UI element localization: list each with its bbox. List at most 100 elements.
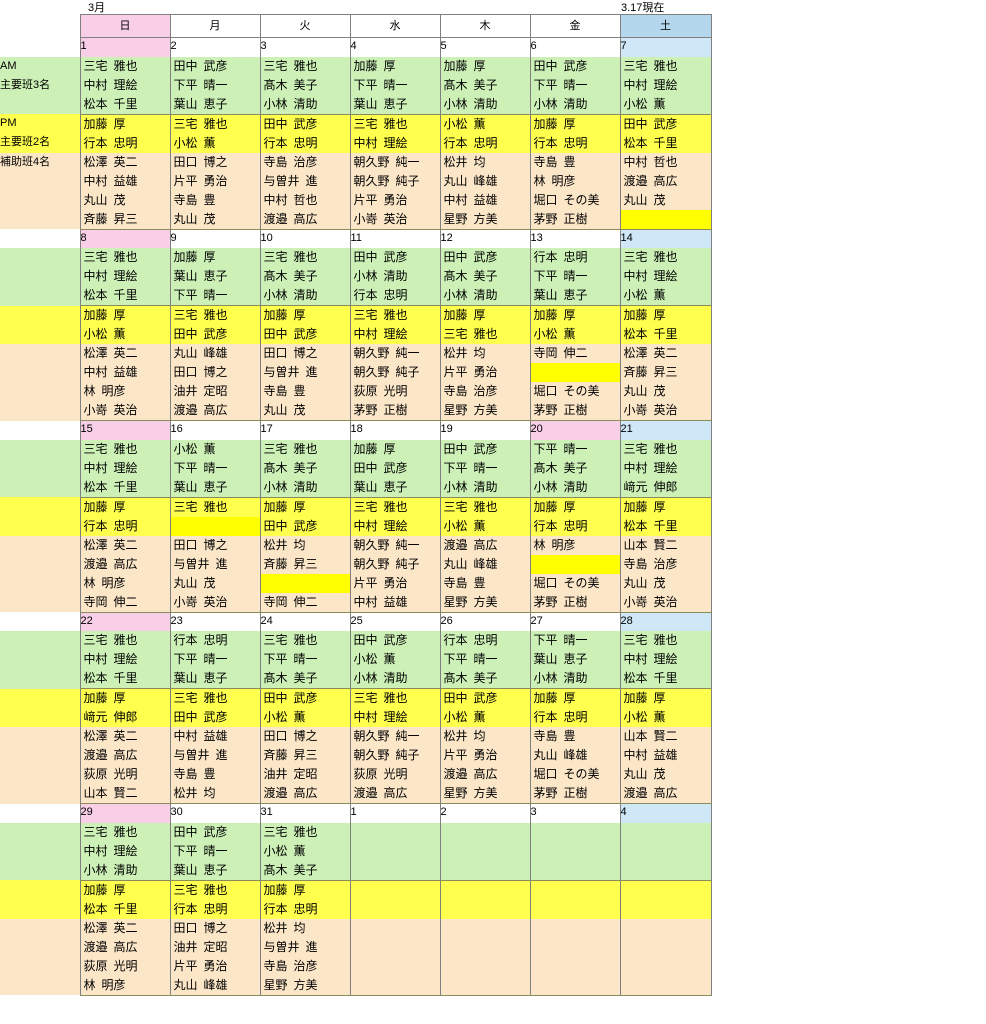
aux-shift-cell[interactable]: 松井均斉藤 昇三 寺岡 伸二	[259, 535, 351, 613]
pm-shift-cell[interactable]: 三宅 雅也 小松薫	[439, 497, 531, 536]
aux-shift-cell[interactable]: 松井均片平 勇治 寺島 治彦 星野 方美	[439, 344, 531, 421]
pm-shift-cell[interactable]: 加藤厚行本 忠明	[529, 497, 621, 536]
aux-shift-cell[interactable]: 朝久野 純一 朝久野 純子 荻原 光明 渡邉 高広	[349, 727, 441, 804]
date-number[interactable]: 25	[349, 611, 441, 631]
am-shift-cell[interactable]: 三宅 雅也 中村 理絵 松本 千里	[619, 631, 712, 689]
date-number[interactable]: 2	[169, 37, 261, 57]
date-number[interactable]: 20	[529, 420, 621, 440]
am-shift-cell[interactable]: 加藤厚田中 武彦 葉山 恵子	[349, 439, 441, 498]
date-number[interactable]: 27	[529, 611, 621, 631]
date-number[interactable]: 17	[259, 420, 351, 440]
date-number[interactable]: 19	[439, 420, 531, 440]
aux-shift-cell[interactable]: 寺島豊丸山 峰雄 堀口 その美 茅野 正樹	[529, 727, 621, 804]
date-number[interactable]: 28	[619, 611, 712, 631]
date-number[interactable]: 4	[619, 803, 712, 823]
date-number[interactable]: 6	[529, 37, 621, 57]
aux-shift-cell[interactable]	[349, 918, 441, 996]
aux-shift-cell[interactable]: 田口 博之 与曽井進丸山茂小嵜 英治	[169, 535, 261, 613]
am-shift-cell[interactable]: 三宅 雅也 中村 理絵 松本 千里	[79, 439, 171, 498]
date-number[interactable]: 30	[169, 803, 261, 823]
am-shift-cell[interactable]: 小松薫下平 晴一 葉山 恵子	[169, 439, 261, 498]
am-shift-cell[interactable]: 行本 忠明 下平 晴一 髙木 美子	[439, 631, 531, 689]
aux-shift-cell[interactable]: 朝久野 純一 朝久野 純子 片平 勇治 中村 益雄	[349, 535, 441, 613]
aux-shift-cell[interactable]: 中村 益雄 与曽井進寺島豊松井均	[169, 727, 261, 804]
pm-shift-cell[interactable]: 三宅 雅也 中村 理絵	[349, 497, 441, 536]
date-number[interactable]: 24	[259, 611, 351, 631]
am-shift-cell[interactable]: 三宅 雅也 髙木 美子 小林 清助	[259, 439, 351, 498]
aux-shift-cell[interactable]: 寺岡 伸二 堀口 その美 茅野 正樹	[529, 344, 621, 421]
pm-shift-cell[interactable]	[619, 880, 712, 919]
pm-shift-cell[interactable]	[349, 880, 441, 919]
am-shift-cell[interactable]: 三宅 雅也 髙木 美子 小林 清助	[259, 56, 351, 115]
aux-shift-cell[interactable]: 田口 博之 油井 定昭 片平 勇治 丸山 峰雄	[169, 918, 261, 996]
aux-shift-cell[interactable]: 田口 博之 斉藤 昇三 油井 定昭 渡邉 高広	[259, 727, 351, 804]
am-shift-cell[interactable]	[529, 822, 621, 881]
am-shift-cell[interactable]: 行本 忠明 下平 晴一 葉山 恵子	[529, 248, 621, 306]
aux-shift-cell[interactable]: 松澤 英二 中村 益雄 丸山茂斉藤 昇三	[79, 152, 171, 230]
am-shift-cell[interactable]: 三宅 雅也 中村 理絵 松本 千里	[79, 248, 171, 306]
date-number[interactable]: 3	[259, 37, 351, 57]
aux-shift-cell[interactable]: 松澤 英二 中村 益雄林明彦 小嵜 英治	[79, 344, 171, 421]
am-shift-cell[interactable]: 三宅 雅也 小松薫髙木 美子	[259, 822, 351, 881]
date-number[interactable]: 10	[259, 228, 351, 248]
aux-shift-cell[interactable]: 朝久野 純一 朝久野 純子 荻原 光明 茅野 正樹	[349, 344, 441, 421]
pm-shift-cell[interactable]: 加藤厚三宅 雅也	[439, 305, 531, 344]
aux-shift-cell[interactable]: 林明彦 堀口 その美 茅野 正樹	[529, 535, 621, 613]
am-shift-cell[interactable]: 田中 武彦 下平 晴一 葉山 恵子	[169, 56, 261, 115]
aux-shift-cell[interactable]: 田口 博之 与曽井進寺島豊丸山茂	[259, 344, 351, 421]
am-shift-cell[interactable]	[349, 822, 441, 881]
pm-shift-cell[interactable]: 三宅 雅也 田中 武彦	[169, 688, 261, 727]
pm-shift-cell[interactable]: 三宅 雅也 行本 忠明	[169, 880, 261, 919]
am-shift-cell[interactable]	[619, 822, 712, 881]
date-number[interactable]: 7	[619, 37, 712, 57]
pm-shift-cell[interactable]: 三宅 雅也 田中 武彦	[169, 305, 261, 344]
pm-shift-cell[interactable]: 加藤厚小松薫	[529, 305, 621, 344]
date-number[interactable]: 14	[619, 228, 712, 248]
date-number[interactable]: 22	[79, 611, 171, 631]
aux-shift-cell[interactable]: 松澤 英二 渡邉 高広林明彦 寺岡 伸二	[79, 535, 171, 613]
date-number[interactable]: 3	[529, 803, 621, 823]
pm-shift-cell[interactable]: 三宅 雅也	[169, 497, 261, 536]
date-number[interactable]: 21	[619, 420, 712, 440]
am-shift-cell[interactable]: 田中 武彦 下平 晴一 葉山 恵子	[169, 822, 261, 881]
am-shift-cell[interactable]: 田中 武彦 下平 晴一 小林 清助	[439, 439, 531, 498]
aux-shift-cell[interactable]: 松井均片平 勇治 渡邉 高広 星野 方美	[439, 727, 531, 804]
date-number[interactable]: 1	[79, 37, 171, 57]
am-shift-cell[interactable]: 加藤厚下平 晴一 葉山 恵子	[349, 56, 441, 115]
pm-shift-cell[interactable]: 田中 武彦 松本 千里	[619, 114, 712, 153]
aux-shift-cell[interactable]: 松澤 英二 渡邉 高広 荻原 光明林明彦	[79, 918, 171, 996]
date-number[interactable]: 15	[79, 420, 171, 440]
am-shift-cell[interactable]: 三宅 雅也 中村 理絵 松本 千里	[79, 56, 171, 115]
am-shift-cell[interactable]: 三宅 雅也 下平 晴一 髙木 美子	[259, 631, 351, 689]
pm-shift-cell[interactable]: 三宅 雅也 中村 理絵	[349, 688, 441, 727]
date-number[interactable]: 29	[79, 803, 171, 823]
pm-shift-cell[interactable]: 加藤厚松本 千里	[619, 305, 712, 344]
am-shift-cell[interactable]: 三宅 雅也 髙木 美子 小林 清助	[259, 248, 351, 306]
am-shift-cell[interactable]: 加藤厚葉山 恵子 下平 晴一	[169, 248, 261, 306]
pm-shift-cell[interactable]: 田中 武彦 小松薫	[439, 688, 531, 727]
am-shift-cell[interactable]: 下平 晴一 髙木 美子 小林 清助	[529, 439, 621, 498]
am-shift-cell[interactable]: 行本 忠明 下平 晴一 葉山 恵子	[169, 631, 261, 689]
aux-shift-cell[interactable]: 松澤 英二 渡邉 高広 荻原 光明 山本 賢二	[79, 727, 171, 804]
pm-shift-cell[interactable]: 加藤厚田中 武彦	[259, 305, 351, 344]
date-number[interactable]: 1	[349, 803, 441, 823]
pm-shift-cell[interactable]: 加藤厚行本 忠明	[529, 114, 621, 153]
am-shift-cell[interactable]: 下平 晴一 葉山 恵子 小林 清助	[529, 631, 621, 689]
pm-shift-cell[interactable]: 小松薫行本 忠明	[439, 114, 531, 153]
am-shift-cell[interactable]	[439, 822, 531, 881]
aux-shift-cell[interactable]: 松澤 英二 斉藤 昇三 丸山茂小嵜 英治	[619, 344, 712, 421]
pm-shift-cell[interactable]: 加藤厚行本 忠明	[79, 497, 171, 536]
aux-shift-cell[interactable]: 寺島 治彦 与曽井進中村 哲也 渡邉 高広	[259, 152, 351, 230]
am-shift-cell[interactable]: 三宅 雅也 中村 理絵 松本 千里	[79, 631, 171, 689]
aux-shift-cell[interactable]: 中村 哲也 渡邉 高広 丸山茂	[619, 152, 712, 230]
pm-shift-cell[interactable]: 加藤厚松本 千里	[79, 880, 171, 919]
date-number[interactable]: 26	[439, 611, 531, 631]
pm-shift-cell[interactable]: 三宅 雅也 中村 理絵	[349, 305, 441, 344]
am-shift-cell[interactable]: 三宅 雅也 中村 理絵 小林 清助	[79, 822, 171, 881]
pm-shift-cell[interactable]: 三宅 雅也 小松薫	[169, 114, 261, 153]
aux-shift-cell[interactable]: 朝久野 純一 朝久野 純子 片平 勇治 小嵜 英治	[349, 152, 441, 230]
date-number[interactable]: 4	[349, 37, 441, 57]
am-shift-cell[interactable]: 加藤厚髙木 美子 小林 清助	[439, 56, 531, 115]
pm-shift-cell[interactable]: 加藤厚行本 忠明	[259, 880, 351, 919]
aux-shift-cell[interactable]: 渡邉 高広 丸山 峰雄 寺島豊星野 方美	[439, 535, 531, 613]
